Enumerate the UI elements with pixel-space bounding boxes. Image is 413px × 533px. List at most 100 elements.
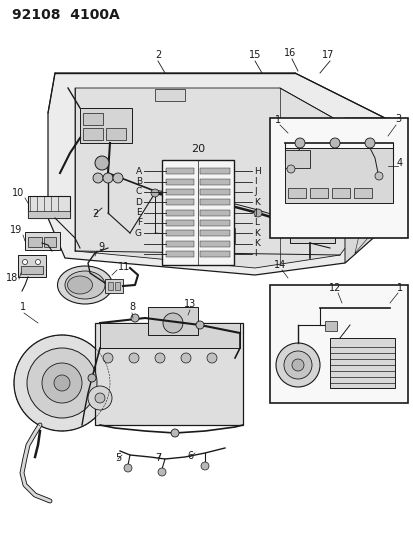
Circle shape — [113, 173, 123, 183]
Bar — [309, 188, 327, 198]
Bar — [199, 240, 230, 246]
Text: 1: 1 — [20, 302, 26, 312]
Text: 19: 19 — [10, 225, 22, 235]
Bar — [185, 228, 235, 243]
Circle shape — [54, 375, 70, 391]
Bar — [28, 211, 70, 218]
Text: G: G — [135, 229, 142, 238]
Bar — [83, 128, 103, 140]
Text: F: F — [137, 219, 142, 228]
Bar — [108, 282, 113, 290]
Bar — [199, 179, 230, 184]
Bar — [28, 237, 42, 247]
Text: 8: 8 — [128, 302, 135, 312]
Circle shape — [286, 165, 294, 173]
Circle shape — [22, 260, 27, 264]
Bar — [166, 179, 194, 184]
Text: 15: 15 — [248, 50, 261, 60]
Circle shape — [171, 429, 178, 437]
Text: 16: 16 — [283, 48, 295, 58]
Circle shape — [364, 138, 374, 148]
Text: 20: 20 — [190, 144, 204, 154]
Text: C: C — [135, 187, 142, 196]
Text: B: B — [135, 177, 142, 186]
Text: K: K — [254, 198, 259, 207]
Text: 1: 1 — [274, 115, 280, 125]
Circle shape — [95, 393, 105, 403]
Polygon shape — [48, 73, 389, 275]
Circle shape — [27, 348, 97, 418]
Bar — [95, 323, 242, 425]
Circle shape — [275, 343, 319, 387]
Text: 9: 9 — [98, 242, 104, 252]
Bar — [18, 255, 46, 277]
Bar — [21, 266, 43, 274]
Bar — [80, 108, 132, 143]
Bar — [166, 209, 194, 215]
Bar — [25, 232, 60, 250]
Ellipse shape — [65, 271, 105, 299]
Circle shape — [93, 173, 103, 183]
Circle shape — [329, 138, 339, 148]
Bar — [105, 279, 123, 293]
Bar — [166, 168, 194, 174]
Bar — [44, 237, 56, 247]
Bar — [287, 188, 305, 198]
Bar — [106, 128, 126, 140]
Bar — [199, 251, 230, 257]
Bar — [166, 251, 194, 257]
Text: 11: 11 — [118, 262, 130, 272]
Text: 1: 1 — [396, 283, 402, 293]
Text: E: E — [136, 208, 142, 217]
Circle shape — [201, 462, 209, 470]
Bar — [353, 188, 371, 198]
Circle shape — [36, 260, 40, 264]
Text: 14: 14 — [273, 260, 285, 270]
Text: 12: 12 — [328, 283, 340, 293]
Circle shape — [95, 156, 109, 170]
Polygon shape — [344, 118, 389, 263]
Text: J: J — [254, 208, 256, 217]
Bar — [269, 285, 407, 403]
Circle shape — [283, 351, 311, 379]
Polygon shape — [75, 88, 361, 268]
Bar — [199, 168, 230, 174]
Bar — [331, 188, 349, 198]
Bar — [166, 199, 194, 205]
Text: 13: 13 — [183, 299, 196, 309]
Circle shape — [293, 219, 305, 231]
Circle shape — [294, 138, 304, 148]
Text: I: I — [254, 249, 256, 259]
Circle shape — [254, 209, 261, 217]
Circle shape — [88, 374, 96, 382]
Text: 7: 7 — [154, 453, 161, 463]
Bar — [289, 213, 334, 243]
Bar — [324, 321, 336, 331]
Bar — [269, 118, 407, 238]
Circle shape — [158, 468, 166, 476]
Circle shape — [206, 353, 216, 363]
Bar — [147, 307, 197, 335]
Circle shape — [131, 314, 139, 322]
Text: 6: 6 — [187, 451, 192, 461]
Bar — [199, 209, 230, 215]
Text: L: L — [254, 219, 259, 228]
Ellipse shape — [57, 266, 112, 304]
Text: A: A — [135, 167, 142, 176]
Circle shape — [154, 353, 165, 363]
Bar — [154, 89, 185, 101]
Bar — [28, 196, 70, 218]
Text: J: J — [254, 187, 256, 196]
Text: 3: 3 — [394, 114, 400, 124]
Circle shape — [103, 353, 113, 363]
Circle shape — [103, 173, 113, 183]
Bar — [199, 189, 230, 195]
Circle shape — [216, 199, 223, 207]
Circle shape — [129, 353, 139, 363]
Text: 18: 18 — [6, 273, 18, 283]
Circle shape — [374, 172, 382, 180]
Bar — [284, 150, 309, 168]
Text: 17: 17 — [321, 50, 333, 60]
Text: H: H — [254, 167, 260, 176]
Circle shape — [151, 189, 159, 197]
